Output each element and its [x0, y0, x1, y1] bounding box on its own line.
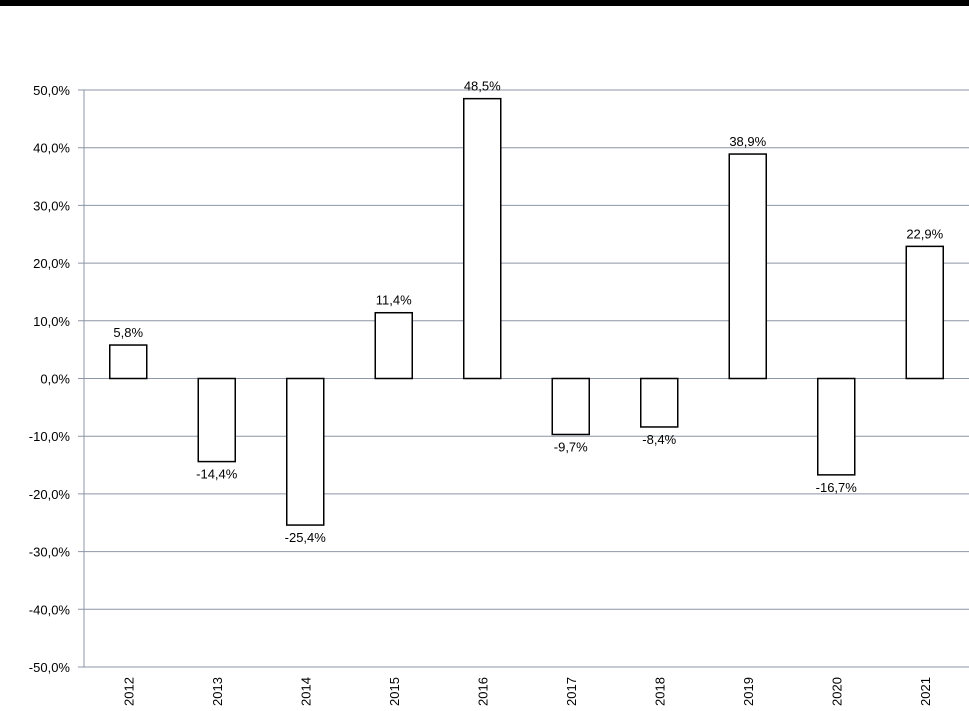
- x-tick-label: 2016: [475, 677, 490, 706]
- data-labels: 5,8% -14,4% -25,4% 11,4% 48,5% -9,7% -8,4% 38,9…: [113, 79, 943, 545]
- x-axis-tick-labels: 2012 2013 2014 2015 2016 2017 2018 2019 2020 2021: [121, 677, 933, 706]
- x-tick-label: 2020: [829, 677, 844, 706]
- x-tick-label: 2021: [918, 677, 933, 706]
- y-axis-tick-labels: 50,0% 40,0% 30,0% 20,0% 10,0% 0,0% -10,0% -20,0…: [29, 83, 71, 675]
- y-tick-label: 20,0%: [33, 256, 70, 271]
- bar-2021: [905, 245, 944, 380]
- y-tick-label: -50,0%: [29, 660, 71, 675]
- top-border: [0, 0, 969, 6]
- x-tick-label: 2013: [210, 677, 225, 706]
- bar-2014: [286, 377, 325, 526]
- y-tick-label: 30,0%: [33, 198, 70, 213]
- y-tick-label: 40,0%: [33, 141, 70, 156]
- bar-2018: [640, 377, 679, 428]
- bar-2019: [728, 153, 767, 380]
- bar-2015: [374, 311, 413, 380]
- y-tick-label: 10,0%: [33, 314, 70, 329]
- data-label-2017: -9,7%: [554, 439, 588, 454]
- y-tick-label: -10,0%: [29, 429, 71, 444]
- bar-2016: [463, 97, 502, 380]
- data-label-2019: 38,9%: [729, 134, 766, 149]
- bar-2012: [109, 344, 148, 380]
- data-label-2015: 11,4%: [376, 293, 412, 308]
- y-tick-label: -30,0%: [29, 545, 71, 560]
- x-tick-label: 2014: [298, 677, 313, 706]
- y-tick-label: -20,0%: [29, 487, 71, 502]
- x-tick-label: 2019: [741, 677, 756, 706]
- y-tick-label: 50,0%: [33, 83, 70, 98]
- y-tick-label: -40,0%: [29, 602, 71, 617]
- data-label-2014: -25,4%: [285, 530, 327, 545]
- x-tick-label: 2015: [387, 677, 402, 706]
- bar-2013: [197, 377, 236, 463]
- data-label-2012: 5,8%: [113, 325, 143, 340]
- bars: [109, 97, 944, 526]
- x-tick-label: 2017: [564, 677, 579, 706]
- bar-2020: [817, 377, 856, 476]
- y-tick-label: 0,0%: [40, 372, 70, 387]
- data-label-2016: 48,5%: [464, 79, 501, 94]
- data-label-2020: -16,7%: [816, 480, 858, 495]
- x-tick-label: 2012: [121, 677, 136, 706]
- bar-2017: [551, 377, 590, 436]
- data-label-2018: -8,4%: [642, 432, 676, 447]
- data-label-2021: 22,9%: [906, 226, 943, 241]
- x-tick-label: 2018: [652, 677, 667, 706]
- data-label-2013: -14,4%: [196, 467, 238, 482]
